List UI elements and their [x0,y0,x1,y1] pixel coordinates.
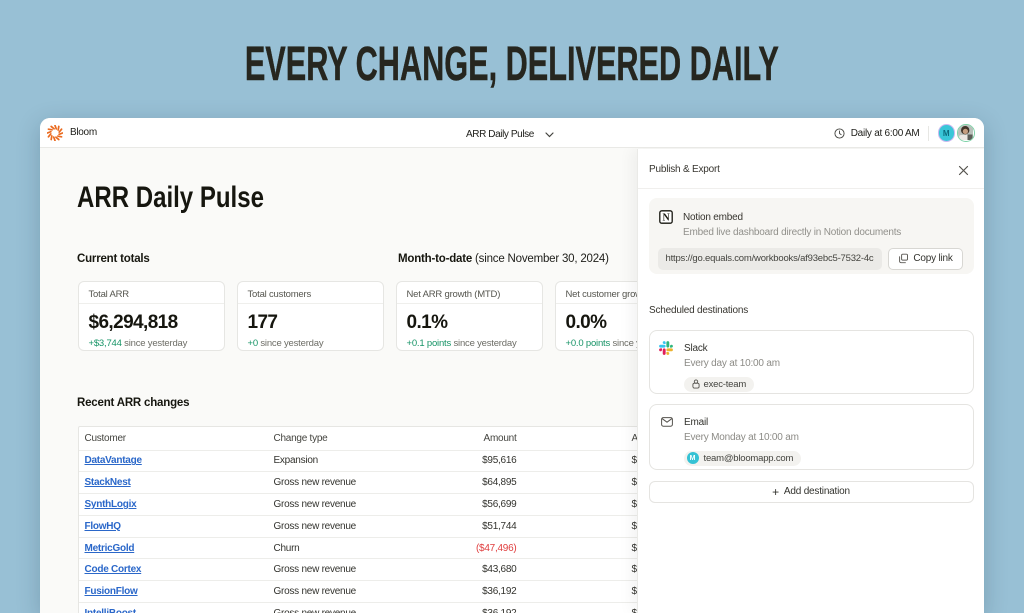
svg-text:N: N [662,213,670,224]
